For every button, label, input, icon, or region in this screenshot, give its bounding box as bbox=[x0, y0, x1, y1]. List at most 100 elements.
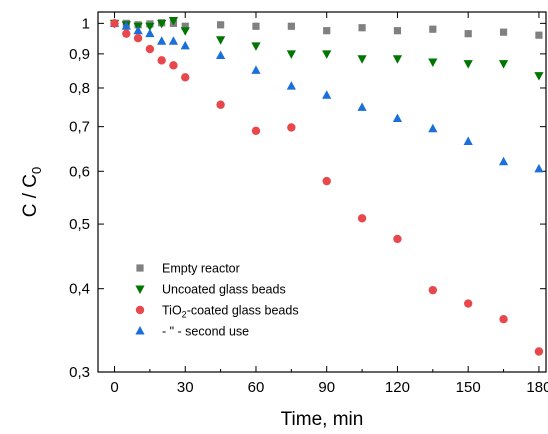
data-point bbox=[181, 22, 189, 30]
legend-item-2: Uncoated glass beads bbox=[135, 283, 286, 297]
x-tick-label: 30 bbox=[177, 379, 194, 396]
data-point bbox=[286, 81, 296, 90]
data-point bbox=[251, 42, 261, 51]
y-axis-title: C / C0 bbox=[20, 167, 44, 218]
data-point bbox=[463, 136, 473, 145]
data-point bbox=[535, 31, 543, 39]
data-point bbox=[323, 27, 331, 35]
data-point bbox=[534, 347, 544, 356]
legend-marker bbox=[135, 285, 145, 294]
data-point bbox=[216, 36, 226, 45]
plot-border bbox=[97, 11, 547, 373]
data-point bbox=[168, 16, 179, 26]
data-point bbox=[157, 19, 167, 29]
legend-label: - " - second use bbox=[162, 325, 249, 339]
data-point bbox=[498, 60, 509, 69]
legend-item-4: - " - second use bbox=[135, 325, 249, 339]
y-tick-label: 0,3 bbox=[69, 364, 90, 381]
data-point bbox=[287, 22, 295, 30]
series-4 bbox=[109, 18, 544, 173]
data-point bbox=[393, 27, 402, 35]
legend-label: Empty reactor bbox=[162, 262, 240, 276]
data-point bbox=[133, 34, 143, 43]
x-axis: 0 30 60 90 120 150 180 bbox=[110, 12, 548, 396]
data-point bbox=[322, 50, 332, 59]
plot-frame bbox=[97, 11, 547, 373]
y-tick-label: 0,5 bbox=[69, 216, 90, 233]
data-point bbox=[251, 126, 261, 136]
legend-label-subscript: 2 bbox=[182, 310, 187, 320]
data-point bbox=[463, 60, 473, 69]
data-point bbox=[463, 299, 473, 308]
data-point bbox=[252, 22, 260, 30]
y-tick-label: 0,8 bbox=[69, 80, 90, 97]
x-tick-label: 120 bbox=[385, 379, 410, 396]
data-point bbox=[180, 27, 190, 36]
data-point bbox=[122, 29, 131, 38]
data-point bbox=[145, 22, 155, 32]
y-axis-title-subscript: 0 bbox=[29, 167, 44, 174]
data-point bbox=[428, 123, 438, 133]
data-point bbox=[357, 214, 367, 223]
data-point bbox=[169, 61, 178, 70]
data-point bbox=[498, 156, 509, 166]
legend-marker bbox=[135, 326, 145, 335]
legend-label: Uncoated glass beads bbox=[162, 283, 286, 297]
y-tick-label: 1 bbox=[82, 15, 90, 32]
x-axis-title: Time, min bbox=[281, 409, 364, 430]
legend-item-1: Empty reactor bbox=[136, 262, 240, 276]
series-layer bbox=[109, 16, 544, 356]
data-point bbox=[251, 65, 261, 74]
data-point bbox=[145, 44, 155, 54]
data-point bbox=[121, 21, 131, 30]
x-tick-label: 90 bbox=[318, 379, 335, 396]
legend-marker bbox=[135, 305, 145, 315]
y-tick-label: 0,9 bbox=[69, 46, 90, 63]
data-point bbox=[392, 55, 403, 64]
data-point bbox=[322, 90, 332, 99]
legend: Empty reactor Uncoated glass beads TiO2-co… bbox=[135, 262, 299, 339]
series-1 bbox=[110, 19, 543, 39]
data-point bbox=[216, 100, 225, 109]
data-point bbox=[322, 176, 331, 186]
data-point bbox=[287, 123, 296, 132]
series-3 bbox=[110, 19, 544, 356]
y-tick-label: 0,4 bbox=[69, 281, 90, 298]
data-point bbox=[499, 315, 508, 324]
data-point bbox=[181, 73, 190, 82]
data-point bbox=[534, 72, 544, 81]
y-axis: 0,3 0,4 0,5 0,6 0,7 0,8 0,9 1 bbox=[69, 15, 546, 381]
data-point bbox=[110, 19, 119, 28]
x-tick-label: 0 bbox=[110, 379, 118, 396]
data-point bbox=[358, 24, 366, 32]
y-tick-label: 0,6 bbox=[69, 163, 90, 180]
data-point bbox=[217, 21, 225, 29]
legend-marker bbox=[136, 264, 144, 272]
data-point bbox=[534, 163, 544, 173]
data-point bbox=[216, 50, 226, 59]
y-axis-title-main: C / C bbox=[20, 174, 41, 217]
legend-label: TiO2-coated glass beads bbox=[162, 304, 299, 320]
data-point bbox=[157, 36, 167, 45]
data-point bbox=[157, 56, 166, 65]
data-point bbox=[357, 55, 367, 64]
data-point bbox=[392, 113, 403, 122]
data-point bbox=[357, 102, 367, 111]
data-point bbox=[499, 28, 508, 36]
data-point bbox=[428, 58, 438, 68]
x-tick-label: 180 bbox=[526, 379, 548, 396]
y-tick-label: 0,7 bbox=[69, 119, 90, 136]
data-point bbox=[286, 50, 296, 59]
series-2 bbox=[109, 16, 544, 81]
data-point bbox=[133, 25, 143, 35]
legend-label-main: TiO bbox=[162, 304, 182, 318]
data-point bbox=[168, 36, 179, 45]
data-point bbox=[464, 30, 472, 38]
data-point bbox=[180, 40, 190, 50]
legend-label-rest: -coated glass beads bbox=[187, 304, 299, 318]
legend-item-3: TiO2-coated glass beads bbox=[135, 304, 299, 320]
x-tick-label: 150 bbox=[456, 379, 481, 396]
data-point bbox=[393, 234, 402, 244]
data-point bbox=[145, 28, 155, 38]
